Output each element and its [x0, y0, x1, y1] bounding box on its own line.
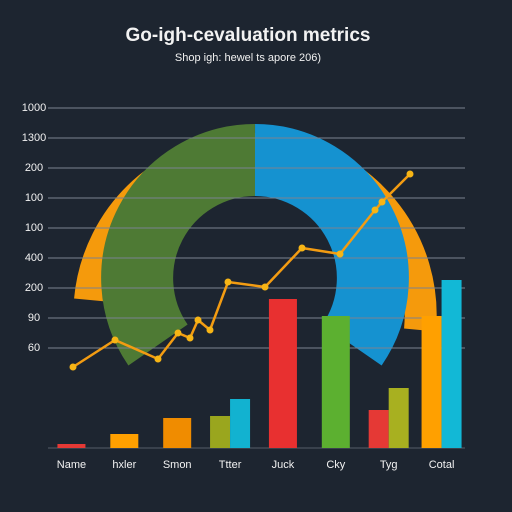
y-tick-label: 100: [25, 192, 43, 204]
bar: [268, 299, 297, 448]
y-tick-label: 1300: [22, 132, 46, 144]
y-tick-label: 200: [25, 162, 43, 174]
trend-point: [261, 283, 269, 291]
bar: [210, 416, 231, 448]
bar: [368, 410, 389, 448]
trend-point: [206, 326, 214, 334]
x-tick-label: Juck: [272, 459, 295, 471]
bar: [163, 418, 192, 448]
x-tick-label: Cotal: [429, 459, 455, 471]
trend-point: [154, 355, 162, 363]
trend-point: [224, 278, 232, 286]
decorative-arc: [74, 124, 437, 366]
bar: [421, 316, 442, 448]
trend-point: [194, 316, 202, 324]
bar: [57, 444, 86, 448]
bar: [441, 280, 462, 448]
trend-point: [336, 250, 344, 258]
x-tick-label: hxler: [112, 459, 136, 471]
x-tick-label: Name: [57, 459, 86, 471]
bar: [388, 388, 409, 448]
trend-point: [186, 334, 194, 342]
bar: [230, 399, 251, 448]
bar: [110, 434, 139, 448]
y-tick-label: 400: [25, 252, 43, 264]
y-tick-label: 200: [25, 282, 43, 294]
trend-point: [111, 336, 119, 344]
trend-point: [371, 206, 379, 214]
y-tick-label: 1000: [22, 102, 46, 114]
bar: [321, 316, 350, 448]
y-tick-label: 60: [28, 342, 40, 354]
trend-point: [69, 363, 77, 371]
trend-point: [406, 170, 414, 178]
trend-line: [72, 173, 411, 369]
x-tick-label: Tyg: [380, 459, 398, 471]
x-tick-label: Smon: [163, 459, 192, 471]
x-tick-label: Ttter: [219, 459, 242, 471]
x-tick-label: Cky: [326, 459, 345, 471]
trend-point: [298, 244, 306, 252]
chart-title: Go-igh-cevaluation metrics: [126, 25, 371, 46]
y-tick-label: 100: [25, 222, 43, 234]
chart-subtitle: Shop igh: hewel ts apore 206): [175, 52, 321, 64]
trend-point: [378, 198, 386, 206]
trend-point: [174, 329, 182, 337]
y-tick-label: 90: [28, 312, 40, 324]
